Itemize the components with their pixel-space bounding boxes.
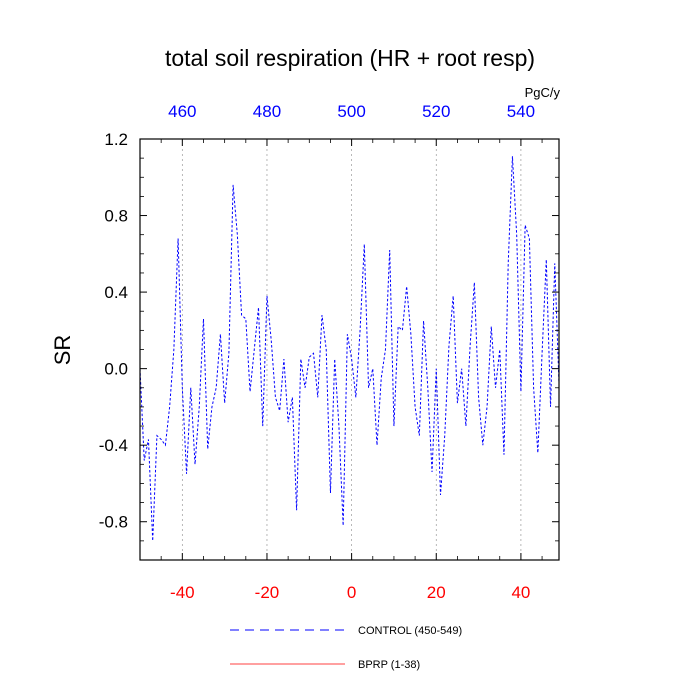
x-tick-label: -40 (170, 583, 195, 602)
top-tick-label: 540 (507, 102, 535, 121)
y-tick-label: 0.0 (104, 360, 128, 379)
top-tick-label: 500 (337, 102, 365, 121)
x-tick-label: 0 (347, 583, 356, 602)
y-axis-label: SR (50, 335, 75, 366)
gridlines (181, 139, 522, 560)
y-tick-label: 0.4 (104, 283, 128, 302)
legend-label-bprp: BPRP (1-38) (358, 659, 420, 671)
y-tick-label: 0.8 (104, 207, 128, 226)
x-tick-label: 20 (427, 583, 446, 602)
chart-title: total soil respiration (HR + root resp) (165, 45, 535, 71)
series-line-control-450-549 (140, 156, 559, 541)
legend-label-control: CONTROL (450-549) (358, 625, 462, 637)
y-tick-label: 1.2 (104, 130, 128, 149)
x-tick-label: -20 (255, 583, 280, 602)
x-tick-label: 40 (511, 583, 530, 602)
y-tick-label: -0.8 (99, 513, 128, 532)
axis-tick-labels: -0.8 -0.4 0.0 0.4 0.8 1.2 -40 -20 0 20 40 460 480 500… (99, 102, 535, 602)
plot-frame (139, 138, 560, 561)
top-tick-label: 460 (168, 102, 196, 121)
top-axis-units: PgC/y (525, 85, 561, 100)
axis-ticks (139, 138, 559, 561)
y-tick-label: -0.4 (99, 436, 128, 455)
top-tick-label: 480 (253, 102, 281, 121)
top-tick-label: 520 (422, 102, 450, 121)
legend: CONTROL (450-549) BPRP (1-38) (230, 625, 462, 671)
series-group (140, 156, 559, 541)
